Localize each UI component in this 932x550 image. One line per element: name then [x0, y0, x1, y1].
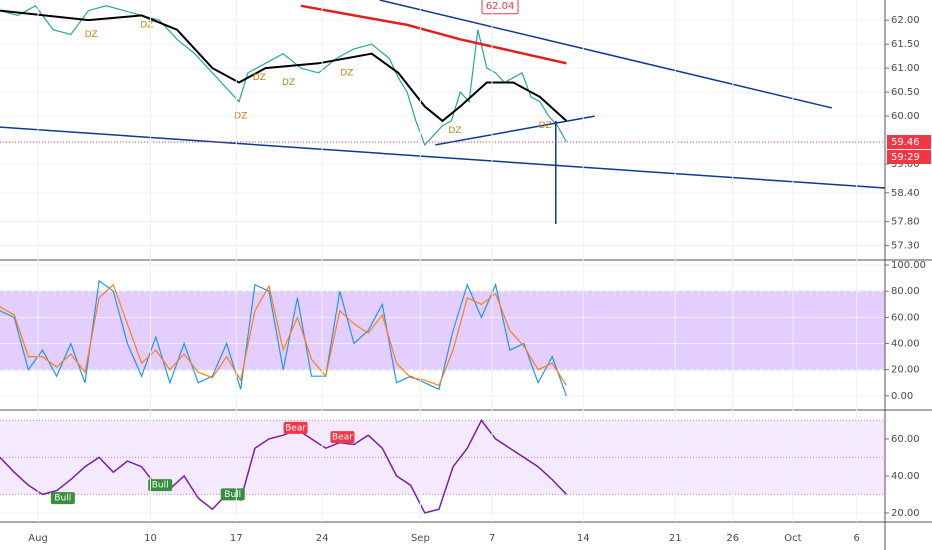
signal-label: Bear: [332, 433, 353, 443]
price-tag: [887, 134, 931, 149]
x-tick-label: 17: [230, 533, 243, 544]
y-tick-label: 60.50: [891, 87, 920, 98]
series-line: [0, 5, 567, 147]
callout: [481, 0, 519, 15]
y-tick-label: 57.30: [891, 241, 920, 252]
y-tick-label: 40.00: [891, 471, 920, 482]
y-tick-label: 60.00: [891, 434, 920, 445]
x-tick-label: Sep: [411, 533, 430, 544]
y-tick-label: 0.00: [891, 391, 913, 402]
pane-stoch: 100.00 80.00 60.00 40.00 20.00 0.00: [0, 260, 932, 411]
zone-label: DZ: [539, 121, 552, 131]
zone-label: DZ: [340, 68, 353, 78]
series-line: [0, 279, 567, 397]
y-tick-label: 62.00: [891, 15, 920, 26]
y-tick-label: 20.00: [891, 365, 920, 376]
signal-tag: [220, 488, 245, 501]
callout-label: 62.04: [486, 1, 515, 12]
x-tick-label: 24: [316, 533, 329, 544]
y-tick-label: 20.00: [891, 508, 920, 519]
y-tick-label: 40.00: [891, 339, 920, 350]
y-tick-label: 80.00: [891, 286, 920, 297]
countdown-tag: [887, 149, 931, 164]
x-tick-label: 26: [726, 533, 739, 544]
signal-label: Bull: [54, 494, 71, 504]
band: [0, 291, 885, 370]
signal-label: Bear: [285, 423, 306, 433]
trendline: [435, 115, 595, 146]
y-tick-label: 61.50: [891, 39, 920, 50]
signal-tag: [148, 479, 173, 492]
x-tick-label: 6: [853, 533, 859, 544]
countdown-label: 59:29: [891, 152, 920, 163]
y-tick-label: 58.40: [891, 188, 920, 199]
y-tick-label: 60.00: [891, 312, 920, 323]
series-line: [0, 9, 568, 123]
x-tick-label: 10: [144, 533, 157, 544]
pane-rsi: 60.00 40.00 20.00 Bull Bull Bull Bear Bear: [0, 418, 932, 523]
zone-label: DZ: [448, 126, 461, 136]
signal-tag: [330, 431, 355, 444]
x-tick-label: 14: [577, 533, 590, 544]
zone-label: DZ: [140, 20, 153, 30]
y-tick-label: 59.00: [891, 159, 920, 170]
pane-price: 62.00 61.50 61.00 60.50 60.00 59.00 58.40 57.80…: [0, 0, 932, 261]
series-line: [0, 418, 567, 514]
series-line: [0, 283, 567, 387]
zone-label: DZ: [234, 112, 247, 122]
x-tick-label: 21: [669, 533, 682, 544]
zone-label: DZ: [85, 30, 98, 40]
x-tick-label: Aug: [28, 533, 48, 544]
trendline: [0, 126, 886, 189]
y-tick-label: 60.00: [891, 111, 920, 122]
signal-label: Bull: [152, 481, 169, 491]
signal-label: Bull: [224, 490, 241, 500]
zone-label: DZ: [253, 73, 266, 83]
y-tick-label: 57.80: [891, 217, 920, 228]
x-tick-label: Oct: [784, 533, 801, 544]
y-tick-label: 100.00: [891, 260, 926, 271]
signal-tag: [50, 492, 75, 505]
x-tick-label: 7: [489, 533, 495, 544]
zone-label: DZ: [282, 78, 295, 88]
signal-tag: [283, 421, 308, 434]
trendline: [379, 0, 833, 109]
y-tick-label: 61.00: [891, 63, 920, 74]
price-tag-label: 59.46: [891, 137, 920, 148]
series-line: [300, 4, 567, 65]
